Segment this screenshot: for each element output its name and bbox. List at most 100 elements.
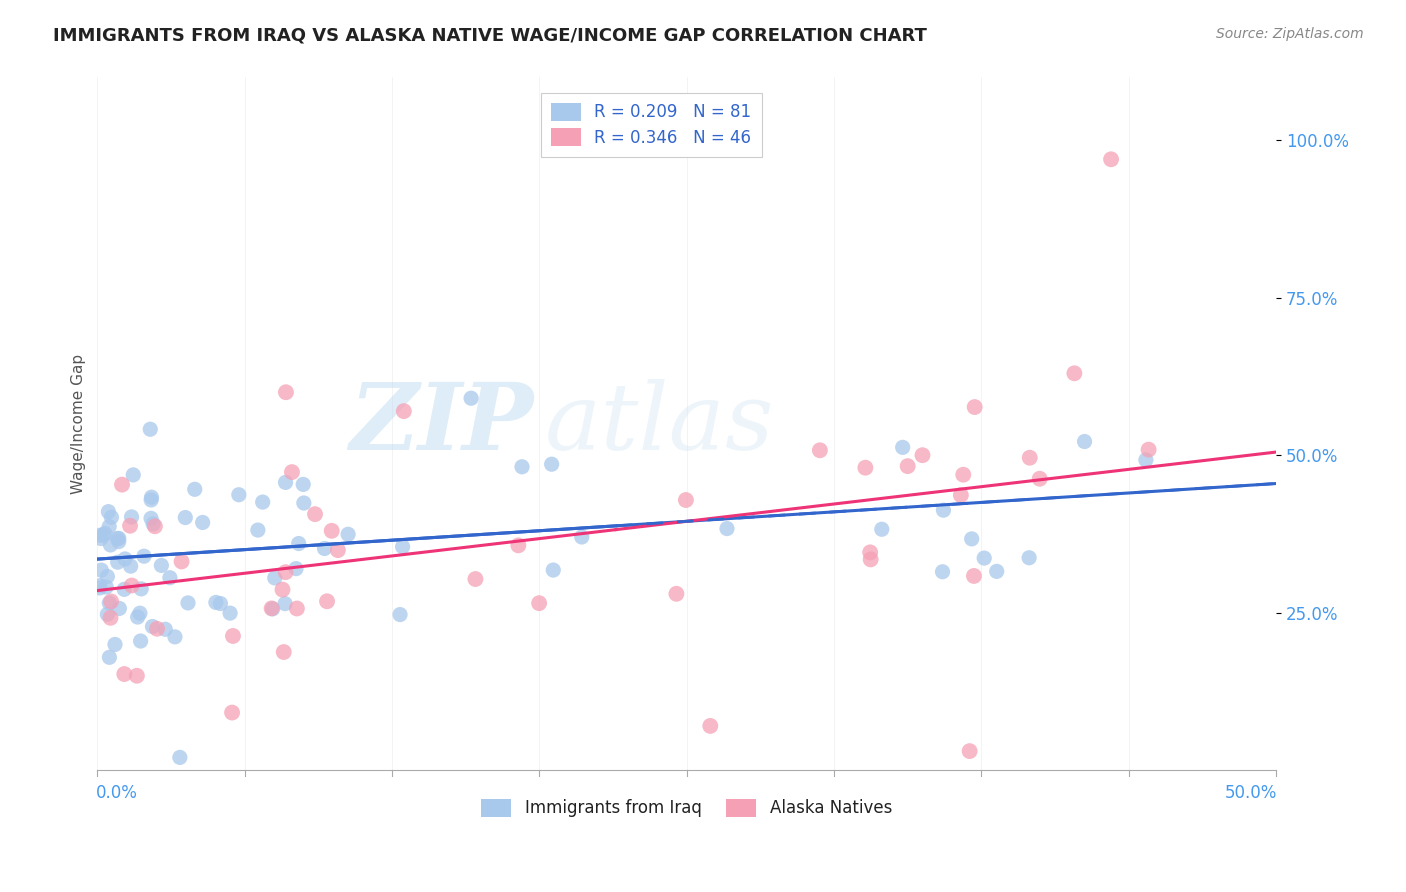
- Point: [274, 597, 297, 611]
- Point: [221, 706, 243, 720]
- Point: [460, 391, 482, 405]
- Point: [141, 492, 163, 507]
- Point: [963, 569, 986, 583]
- Point: [146, 622, 169, 636]
- Point: [859, 545, 882, 559]
- Point: [949, 488, 972, 502]
- Point: [121, 578, 143, 592]
- Point: [209, 597, 232, 611]
- Point: [89, 581, 111, 595]
- Point: [100, 611, 122, 625]
- Point: [94, 526, 117, 541]
- Point: [108, 601, 131, 615]
- Point: [931, 565, 953, 579]
- Point: [90, 563, 112, 577]
- Point: [96, 607, 118, 622]
- Point: [100, 594, 122, 608]
- Point: [271, 582, 294, 597]
- Point: [139, 511, 162, 525]
- Point: [121, 510, 143, 524]
- Point: [114, 552, 136, 566]
- Point: [959, 744, 981, 758]
- Point: [326, 543, 349, 558]
- Text: Source: ZipAtlas.com: Source: ZipAtlas.com: [1216, 27, 1364, 41]
- Point: [184, 483, 207, 497]
- Point: [127, 610, 149, 624]
- Point: [859, 552, 882, 566]
- Point: [287, 536, 309, 550]
- Point: [129, 582, 152, 596]
- Point: [142, 516, 165, 531]
- Point: [1137, 442, 1160, 457]
- Point: [1099, 153, 1122, 167]
- Text: IMMIGRANTS FROM IRAQ VS ALASKA NATIVE WAGE/INCOME GAP CORRELATION CHART: IMMIGRANTS FROM IRAQ VS ALASKA NATIVE WA…: [53, 27, 928, 45]
- Point: [960, 532, 983, 546]
- Point: [93, 528, 115, 542]
- Point: [139, 422, 162, 436]
- Point: [316, 594, 339, 608]
- Point: [263, 571, 285, 585]
- Point: [986, 565, 1008, 579]
- Point: [285, 601, 308, 615]
- Point: [260, 601, 283, 615]
- Point: [122, 467, 145, 482]
- Point: [100, 538, 122, 552]
- Point: [808, 443, 831, 458]
- Point: [464, 572, 486, 586]
- Point: [163, 630, 186, 644]
- Point: [911, 448, 934, 462]
- Point: [262, 602, 284, 616]
- Point: [170, 554, 193, 568]
- Point: [89, 528, 111, 542]
- Point: [246, 523, 269, 537]
- Point: [932, 503, 955, 517]
- Point: [107, 532, 129, 546]
- Point: [129, 634, 152, 648]
- Point: [132, 549, 155, 564]
- Point: [665, 587, 688, 601]
- Point: [314, 541, 336, 556]
- Point: [143, 519, 166, 533]
- Point: [205, 595, 228, 609]
- Point: [89, 579, 111, 593]
- Point: [104, 637, 127, 651]
- Point: [292, 477, 315, 491]
- Point: [510, 459, 533, 474]
- Point: [98, 596, 121, 610]
- Point: [389, 607, 412, 622]
- Point: [274, 565, 297, 579]
- Point: [541, 563, 564, 577]
- Point: [540, 457, 562, 471]
- Point: [891, 441, 914, 455]
- Point: [527, 596, 550, 610]
- Point: [141, 490, 163, 504]
- Point: [112, 582, 135, 597]
- Point: [273, 645, 295, 659]
- Text: atlas: atlas: [546, 379, 775, 468]
- Point: [963, 400, 986, 414]
- Point: [159, 571, 181, 585]
- Point: [125, 669, 148, 683]
- Point: [699, 719, 721, 733]
- Point: [228, 488, 250, 502]
- Point: [107, 534, 129, 549]
- Point: [112, 667, 135, 681]
- Point: [321, 524, 343, 538]
- Text: ZIP: ZIP: [349, 379, 533, 468]
- Point: [870, 522, 893, 536]
- Point: [120, 559, 142, 574]
- Point: [716, 522, 738, 536]
- Point: [174, 510, 197, 524]
- Point: [304, 507, 326, 521]
- Point: [100, 510, 122, 524]
- Point: [129, 606, 152, 620]
- Point: [219, 606, 242, 620]
- Point: [392, 404, 415, 418]
- Point: [169, 750, 191, 764]
- Point: [281, 465, 304, 479]
- Point: [337, 527, 360, 541]
- Point: [1063, 366, 1085, 380]
- Point: [508, 538, 530, 552]
- Point: [96, 569, 118, 583]
- Point: [252, 495, 274, 509]
